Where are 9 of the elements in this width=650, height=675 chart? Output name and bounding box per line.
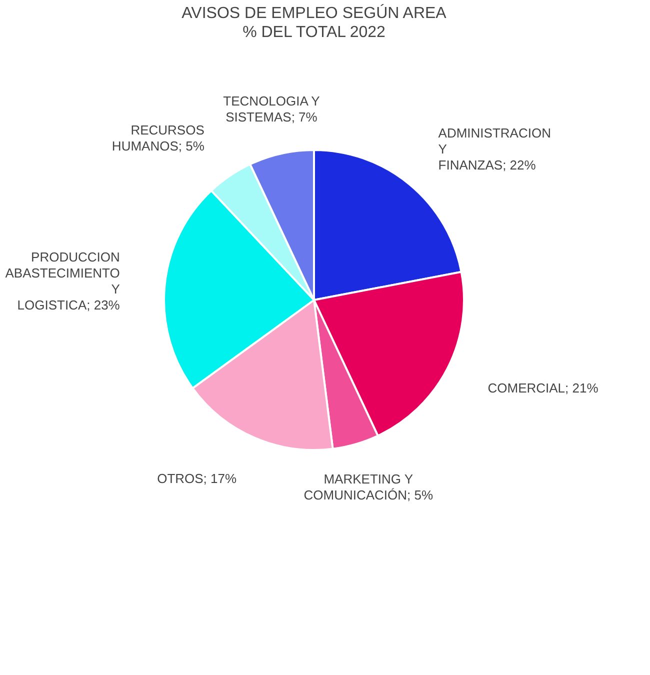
slice-label: ADMINISTRACION Y FINANZAS; 22% — [438, 126, 551, 173]
slice-label: MARKETING Y COMUNICACIÓN; 5% — [304, 471, 434, 502]
slice-label: PRODUCCION ABASTECIMIENTO Y LOGISTICA; 23% — [5, 250, 120, 313]
slice-label: RECURSOS HUMANOS; 5% — [112, 122, 205, 154]
slice-label: COMERCIAL; 21% — [488, 380, 599, 396]
chart-subtitle: % DEL TOTAL 2022 — [242, 24, 386, 41]
slice-label: TECNOLOGIA Y SISTEMAS; 7% — [223, 94, 320, 125]
slice-label: OTROS; 17% — [157, 470, 237, 486]
chart-title: AVISOS DE EMPLEO SEGÚN AREA — [182, 4, 447, 22]
